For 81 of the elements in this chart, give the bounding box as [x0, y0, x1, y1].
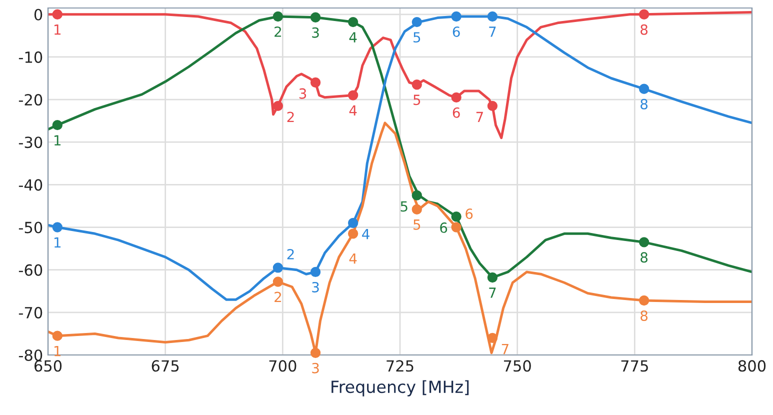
- y-tick-label: -20: [18, 94, 42, 106]
- annotation: 6: [440, 222, 448, 233]
- annotation: 3: [312, 27, 319, 38]
- annotation: 1: [54, 237, 61, 248]
- y-tick-label: -50: [18, 222, 42, 234]
- annotation: 5: [414, 94, 420, 106]
- point: [52, 222, 62, 232]
- point: [487, 332, 498, 344]
- annotation: 2: [274, 26, 281, 37]
- y-tick-label: 0: [34, 8, 42, 20]
- annotation: 7: [489, 288, 496, 298]
- point: [272, 276, 284, 287]
- point: [638, 84, 650, 94]
- point: [412, 16, 422, 28]
- point: [638, 237, 650, 248]
- annotation: 2: [287, 248, 294, 260]
- point: [487, 100, 498, 112]
- point: [272, 100, 284, 112]
- point: [310, 266, 321, 278]
- point: [348, 90, 358, 100]
- annotation: 4: [349, 105, 357, 116]
- annotation: 3: [312, 282, 319, 292]
- y-tick-label: -60: [18, 264, 42, 276]
- x-axis-title: Frequency [MHz]: [332, 380, 469, 396]
- point: [52, 9, 62, 20]
- point: [348, 228, 358, 239]
- point: [52, 120, 62, 130]
- y-tick-label: -70: [18, 306, 42, 318]
- annotation: 8: [640, 98, 648, 110]
- annotation: 1: [54, 135, 61, 146]
- point: [272, 11, 284, 22]
- annotation: 3: [312, 362, 319, 374]
- y-tick-label: -80: [18, 349, 42, 362]
- point: [451, 222, 462, 232]
- annotation: 2: [287, 112, 294, 122]
- point: [638, 9, 650, 20]
- y-tick-label: -40: [18, 179, 42, 191]
- point: [487, 272, 498, 283]
- x-tick-label: 750: [504, 360, 531, 372]
- x-tick-label: 700: [269, 360, 296, 372]
- x-tick-label: 650: [34, 360, 62, 372]
- point: [638, 295, 650, 306]
- annotation: 7: [489, 26, 496, 37]
- annotation: 4: [349, 254, 357, 264]
- x-tick-label: 800: [738, 360, 766, 372]
- annotation: 1: [54, 24, 61, 35]
- annotation: 5: [400, 201, 408, 212]
- annotation: 7: [476, 112, 483, 122]
- x-tick-label: 725: [386, 360, 414, 372]
- annotation: 8: [640, 24, 648, 35]
- y-tick-label: -30: [18, 136, 42, 148]
- y-tick-label: -10: [18, 51, 42, 63]
- point: [272, 262, 284, 273]
- annotation: 8: [640, 310, 648, 321]
- x-tick-label: 775: [621, 360, 648, 372]
- annotation: 3: [299, 88, 306, 99]
- annotation: 6: [466, 208, 473, 220]
- point: [412, 204, 422, 214]
- point: [52, 330, 62, 341]
- annotation: 6: [452, 107, 460, 118]
- point: [487, 11, 498, 22]
- point: [310, 12, 321, 22]
- point: [310, 77, 321, 88]
- point: [451, 11, 462, 22]
- point: [348, 218, 358, 228]
- point: [451, 212, 462, 222]
- point: [412, 190, 422, 200]
- annotation: 2: [274, 292, 281, 302]
- annotation: 1: [54, 346, 61, 356]
- annotation: 5: [414, 32, 420, 43]
- annotation: 4: [349, 32, 357, 42]
- annotation: 6: [452, 26, 460, 37]
- annotation: 5: [414, 220, 420, 230]
- point: [348, 16, 358, 28]
- point: [310, 348, 321, 358]
- annotation: 7: [502, 344, 508, 354]
- x-tick-label: 675: [152, 360, 179, 372]
- annotation: 8: [640, 252, 648, 263]
- annotation: 4: [362, 228, 370, 240]
- point: [412, 80, 422, 90]
- point: [451, 92, 462, 102]
